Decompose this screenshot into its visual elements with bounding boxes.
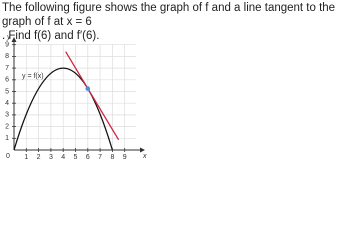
tangent-point bbox=[85, 86, 91, 91]
y-tick-label: 3 bbox=[5, 112, 9, 119]
tangent-line bbox=[65, 51, 120, 141]
x-arrow bbox=[140, 147, 145, 153]
x-axis-label: x bbox=[142, 153, 147, 160]
y-tick-label: 8 bbox=[5, 53, 9, 60]
y-tick-label: 4 bbox=[5, 100, 9, 107]
x-tick-label: 4 bbox=[61, 154, 65, 161]
y-tick-label: 9 bbox=[5, 42, 9, 49]
x-tick-label: 2 bbox=[37, 154, 41, 161]
y-tick-label: 5 bbox=[5, 88, 9, 95]
y-tick-label: 6 bbox=[5, 77, 9, 84]
figure: y = f(x) y x 0 1 2 3 4 5 6 7 8 9 1 2 3 4 5 6 7 8 9 bbox=[5, 34, 147, 161]
curve bbox=[13, 67, 114, 151]
y-arrow bbox=[11, 37, 17, 42]
page: {"question": {"line1": "The following fi… bbox=[2, 1, 350, 161]
curve-label: y = f(x) bbox=[22, 73, 44, 80]
x-tick-label: 1 bbox=[24, 154, 28, 161]
question: The following figure shows the graph of … bbox=[2, 1, 350, 43]
y-tick-label: 1 bbox=[5, 135, 9, 142]
y-tick-label: 7 bbox=[5, 65, 9, 72]
x-tick-label: 7 bbox=[98, 154, 102, 161]
x-tick-label: 6 bbox=[86, 154, 90, 161]
y-axis-label: y bbox=[6, 34, 11, 41]
origin-label: 0 bbox=[6, 153, 10, 160]
x-tick-label: 5 bbox=[74, 154, 78, 161]
x-tick-label: 9 bbox=[123, 154, 127, 161]
question-line: . Find f(6) and f′(6). bbox=[2, 30, 100, 42]
x-tick-label: 3 bbox=[49, 154, 53, 161]
grid bbox=[14, 44, 136, 150]
x-tick-label: 8 bbox=[110, 154, 114, 161]
y-tick-label: 2 bbox=[5, 123, 9, 130]
question-line: The following figure shows the graph of … bbox=[2, 2, 336, 28]
